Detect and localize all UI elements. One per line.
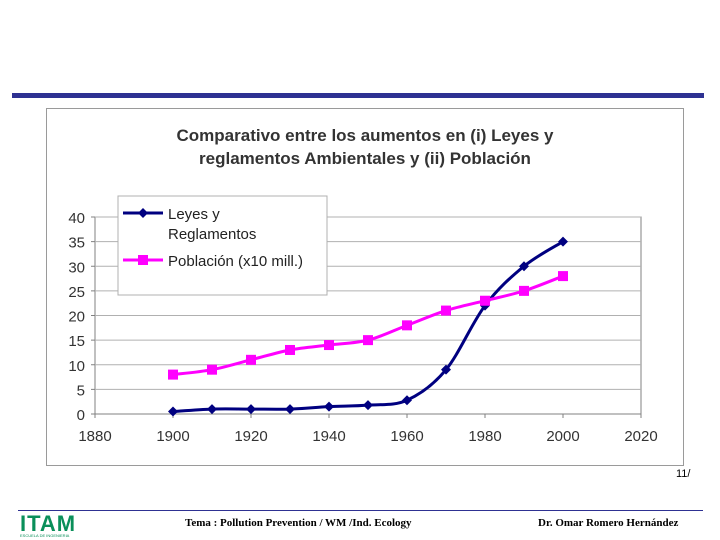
chart-title-line: reglamentos Ambientales y (ii) Población [199,149,531,168]
series-1-point [402,395,412,406]
slide-number: 11/ [676,468,691,480]
series-1-point [519,261,529,272]
y-tick-label: 10 [68,358,85,375]
top-accent-rule [12,93,704,98]
legend-label: Leyes y [168,206,220,223]
series-1-point [441,364,451,375]
series-1-point [558,236,568,247]
series-2-point [519,285,529,296]
series-1-point [207,404,217,415]
x-tick-label: 2020 [624,428,657,445]
series-2-point [168,369,178,380]
y-tick-label: 25 [68,284,85,301]
line-chart: Comparativo entre los aumentos en (i) Le… [68,126,657,445]
x-tick-label: 2000 [546,428,579,445]
legend-box [117,195,328,296]
x-tick-label: 1920 [234,428,267,445]
legend-swatch-marker [138,255,148,265]
series-1-point [363,400,373,411]
series-1-point [246,404,256,415]
chart-frame: Comparativo entre los aumentos en (i) Le… [46,108,684,466]
itam-logo: ITAM ESCUELA DE INGENIERIA [20,511,76,538]
series-1-point [168,406,178,417]
chart-title-line: Comparativo entre los aumentos en (i) Le… [177,126,554,145]
x-tick-label: 1900 [156,428,189,445]
series-1-point [285,404,295,415]
series-1-point [324,401,334,412]
itam-logo-text: ITAM [20,511,76,536]
series-2-point [480,295,490,306]
legend-label: Reglamentos [168,226,256,243]
x-tick-label: 1960 [390,428,423,445]
series-2-point [402,320,412,331]
footer-author: Dr. Omar Romero Hernández [538,517,679,529]
x-tick-label: 1940 [312,428,345,445]
footer-topic: Tema : Pollution Prevention / WM /Ind. E… [185,517,412,529]
series-2-point [558,271,568,282]
y-tick-label: 40 [68,210,85,227]
x-tick-label: 1880 [78,428,111,445]
footer-rule [18,510,703,511]
series-2-point [324,340,334,351]
y-tick-label: 0 [77,407,85,424]
y-tick-label: 35 [68,235,85,252]
series-2-point [441,305,451,316]
itam-logo-subtext: ESCUELA DE INGENIERIA [20,533,70,538]
y-tick-label: 30 [68,259,85,276]
series-2-point [207,364,217,375]
y-tick-label: 15 [68,333,85,350]
legend-swatch-marker [138,208,148,218]
y-tick-label: 5 [77,382,85,399]
x-tick-label: 1980 [468,428,501,445]
series-2-point [285,344,295,355]
y-tick-label: 20 [68,309,85,326]
series-2-point [246,354,256,365]
series-2-point [363,335,373,346]
legend-label: Población (x10 mill.) [168,253,303,270]
